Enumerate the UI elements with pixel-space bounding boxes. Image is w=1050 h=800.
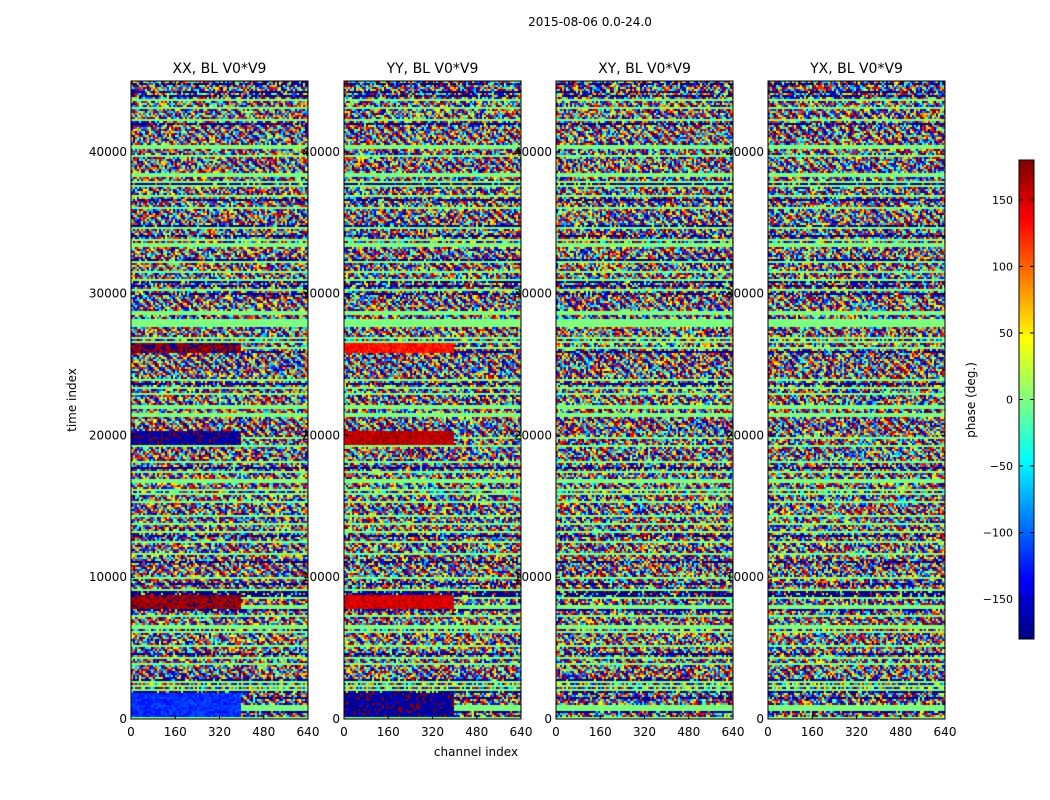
x-tick-label: 480	[252, 725, 275, 739]
y-tick-label: 0	[119, 712, 127, 726]
x-tick-label: 160	[377, 725, 400, 739]
y-tick-label: 10000	[514, 570, 552, 584]
x-tick-label: 160	[589, 725, 612, 739]
figure-suptitle: 2015-08-06 0.0-24.0	[528, 15, 652, 29]
heatmap-xy	[556, 81, 733, 719]
x-tick-label: 640	[510, 725, 533, 739]
colorbar-tick-label: 0	[1006, 394, 1013, 407]
colorbar-label: phase (deg.)	[964, 362, 978, 438]
x-tick-label: 320	[421, 725, 444, 739]
heatmap-yy	[344, 81, 521, 719]
y-tick-label: 20000	[302, 428, 340, 442]
x-tick-label: 640	[934, 725, 957, 739]
colorbar-tick-label: 50	[999, 327, 1013, 340]
y-tick-label: 30000	[726, 287, 764, 301]
x-tick-label: 480	[889, 725, 912, 739]
panels-group: XX, BL V0*V9 0 160 320 480 640 0 10000 20000 3000…	[89, 61, 957, 739]
x-tick-label: 160	[801, 725, 824, 739]
panel-xy: XY, BL V0*V9 0 160 320 480 640 0 10000 20000 3000…	[514, 61, 745, 739]
y-tick-label: 0	[332, 712, 340, 726]
colorbar-tick-label: 150	[992, 194, 1013, 207]
panel-title: YX, BL V0*V9	[809, 61, 903, 77]
panel-title: XX, BL V0*V9	[173, 61, 267, 77]
colorbar: 150 100 50 0 −50 −100 −150	[983, 159, 1035, 640]
colorbar-tick-label: −50	[990, 460, 1013, 473]
panel-title: YY, BL V0*V9	[386, 61, 479, 77]
y-tick-label: 40000	[726, 145, 764, 159]
x-tick-label: 160	[164, 725, 187, 739]
panel-yy: YY, BL V0*V9 0 160 320 480 640 0 10000 20000 3000…	[302, 61, 533, 739]
panel-xx: XX, BL V0*V9 0 160 320 480 640 0 10000 20000 3000…	[89, 61, 320, 739]
x-tick-label: 480	[465, 725, 488, 739]
y-tick-label: 10000	[89, 570, 127, 584]
colorbar-tick-label: −100	[983, 527, 1013, 540]
y-tick-label: 30000	[514, 287, 552, 301]
x-tick-label: 0	[552, 725, 560, 739]
y-tick-label: 20000	[514, 428, 552, 442]
x-tick-label: 0	[340, 725, 348, 739]
x-tick-label: 480	[677, 725, 700, 739]
y-tick-label: 10000	[726, 570, 764, 584]
y-tick-label: 20000	[726, 428, 764, 442]
y-tick-label: 20000	[89, 428, 127, 442]
colorbar-tick-label: 100	[992, 260, 1013, 273]
y-tick-label: 10000	[302, 570, 340, 584]
x-tick-label: 640	[297, 725, 320, 739]
colorbar-tick-label: −150	[983, 593, 1013, 606]
y-axis-label: time index	[65, 368, 79, 432]
y-tick-label: 30000	[89, 287, 127, 301]
panel-title: XY, BL V0*V9	[598, 61, 691, 77]
x-axis-label: channel index	[434, 745, 518, 759]
y-tick-label: 0	[544, 712, 552, 726]
panel-yx: YX, BL V0*V9 0 160 320 480 640 0 10000 20000 3000…	[726, 61, 957, 739]
x-tick-label: 0	[764, 725, 772, 739]
y-tick-label: 40000	[89, 145, 127, 159]
y-tick-label: 30000	[302, 287, 340, 301]
x-tick-label: 320	[845, 725, 868, 739]
y-tick-label: 40000	[302, 145, 340, 159]
heatmap-yx	[768, 81, 945, 719]
heatmap-xx	[131, 81, 308, 719]
y-tick-label: 0	[756, 712, 764, 726]
x-tick-label: 320	[208, 725, 231, 739]
x-tick-label: 640	[722, 725, 745, 739]
y-tick-label: 40000	[514, 145, 552, 159]
x-tick-label: 0	[127, 725, 135, 739]
x-tick-label: 320	[633, 725, 656, 739]
